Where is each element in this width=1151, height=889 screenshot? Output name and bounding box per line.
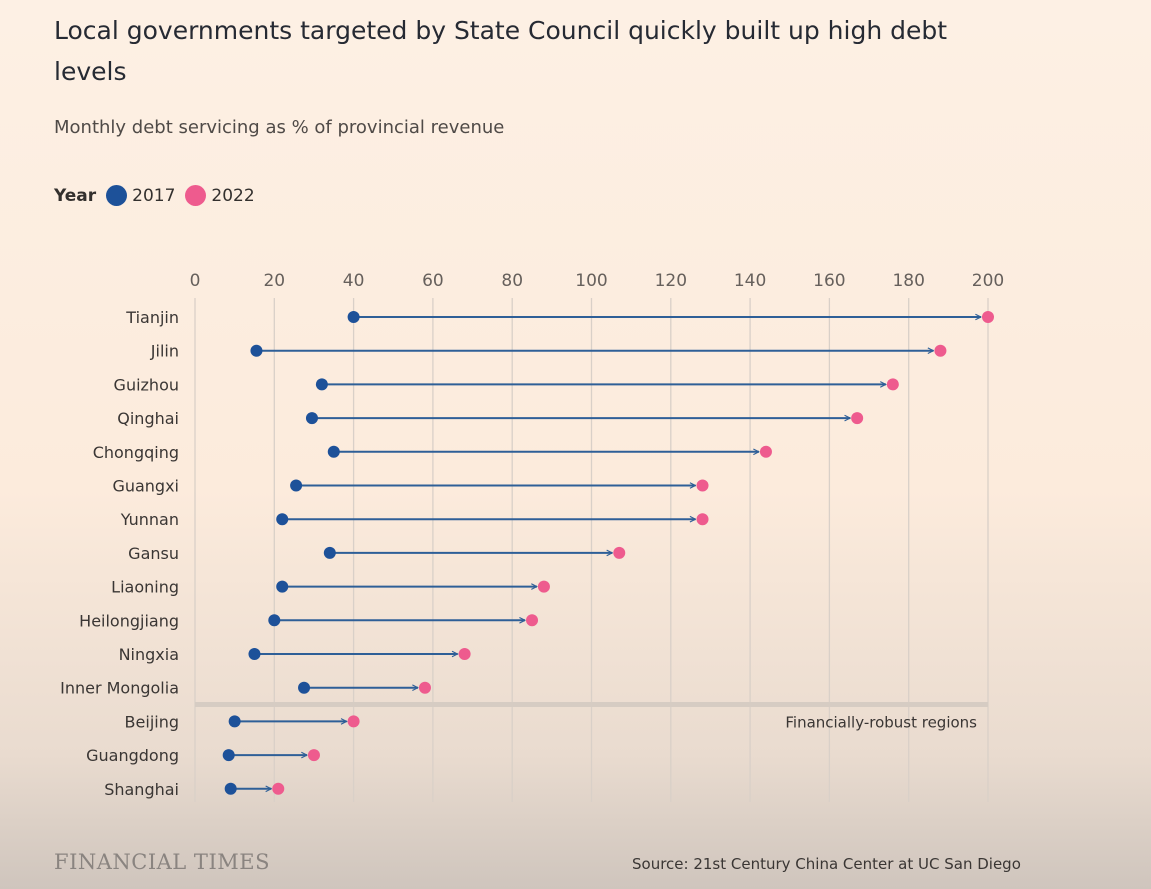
category-label: Heilongjiang xyxy=(79,611,179,630)
point-2022 xyxy=(982,311,994,323)
category-labels: Tianjin Jilin Guizhou Qinghai Chongqing Guang… xyxy=(60,308,179,799)
annotation-financially-robust: Financially-robust regions xyxy=(785,713,977,731)
category-label: Guangxi xyxy=(112,477,179,496)
x-tick-label: 100 xyxy=(575,271,607,291)
category-label: Ningxia xyxy=(119,645,179,664)
category-label: Chongqing xyxy=(93,443,179,462)
chart-title: Local governments targeted by State Coun… xyxy=(54,16,948,86)
point-2022 xyxy=(613,546,626,559)
point-2017 xyxy=(323,546,336,559)
legend: Year 2017 2022 xyxy=(54,185,265,206)
point-2017 xyxy=(347,311,360,323)
legend-item-2017: 2017 xyxy=(106,185,175,206)
x-tick-label: 80 xyxy=(501,271,523,291)
category-label: Beijing xyxy=(125,712,179,731)
point-2022 xyxy=(696,479,709,492)
x-tick-label: 160 xyxy=(813,271,845,291)
x-tick-label: 60 xyxy=(422,271,444,291)
point-2022 xyxy=(851,412,864,425)
point-2017 xyxy=(276,580,289,593)
category-label: Jilin xyxy=(150,342,179,361)
legend-label-2017: 2017 xyxy=(132,185,176,206)
grid-layer xyxy=(194,298,989,802)
point-2022 xyxy=(759,445,772,458)
point-2022 xyxy=(347,715,360,728)
legend-swatch-2022 xyxy=(185,185,207,206)
x-tick-label: 20 xyxy=(263,271,285,291)
ft-logo: FINANCIAL TIMES xyxy=(54,850,270,874)
annotation-layer: Financially-robust regions xyxy=(195,702,988,731)
point-2022 xyxy=(307,749,320,762)
legend-label-2022: 2022 xyxy=(211,185,255,206)
x-tick-label: 200 xyxy=(972,271,1004,291)
category-label: Liaoning xyxy=(111,578,179,597)
x-tick-label: 0 xyxy=(190,271,201,291)
point-2017 xyxy=(228,715,241,728)
point-2022 xyxy=(934,344,947,357)
category-label: Yunnan xyxy=(120,510,179,529)
legend-title: Year xyxy=(54,185,97,206)
category-label: Guizhou xyxy=(114,375,179,394)
category-label: Tianjin xyxy=(125,308,179,327)
category-label: Inner Mongolia xyxy=(60,679,179,698)
point-2017 xyxy=(305,412,318,425)
point-2022 xyxy=(537,580,550,593)
data-marks xyxy=(222,311,994,795)
category-label: Gansu xyxy=(128,544,179,563)
x-tick-label: 180 xyxy=(892,271,924,291)
point-2022 xyxy=(526,614,539,627)
point-2017 xyxy=(224,782,237,795)
category-label: Guangdong xyxy=(86,746,179,765)
point-2022 xyxy=(458,648,471,660)
point-2017 xyxy=(315,378,328,391)
x-tick-label: 120 xyxy=(655,271,687,291)
point-2022 xyxy=(272,782,285,795)
category-label: Qinghai xyxy=(117,409,179,428)
category-label: Shanghai xyxy=(104,780,179,799)
legend-swatch-2017 xyxy=(106,185,128,206)
point-2017 xyxy=(298,681,311,694)
chart-subtitle: Monthly debt servicing as % of provincia… xyxy=(54,117,505,138)
point-2022 xyxy=(886,378,899,391)
point-2022 xyxy=(696,513,709,526)
x-tick-labels: 0 20 40 60 80 100 120 140 160 180 200 xyxy=(190,271,1005,291)
point-2017 xyxy=(290,479,303,492)
source-note: Source: 21st Century China Center at UC … xyxy=(632,855,1021,873)
point-2017 xyxy=(248,648,261,660)
point-2022 xyxy=(418,681,431,694)
point-2017 xyxy=(222,749,235,762)
point-2017 xyxy=(276,513,289,526)
x-tick-label: 140 xyxy=(734,271,766,291)
point-2017 xyxy=(327,445,340,458)
point-2017 xyxy=(268,614,281,627)
point-2017 xyxy=(250,344,263,357)
legend-item-2022: 2022 xyxy=(185,185,255,206)
x-tick-label: 40 xyxy=(343,271,365,291)
